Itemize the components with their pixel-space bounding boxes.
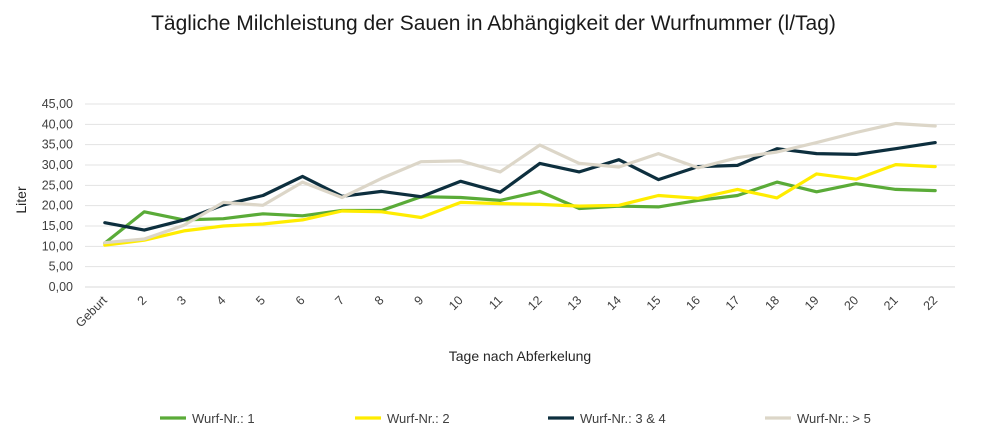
y-tick-label: 35,00 [42,138,73,152]
series-line-4 [103,121,937,245]
x-tick-label: 18 [762,293,782,313]
y-tick-label: 45,00 [42,97,73,111]
x-tick-label: 19 [802,293,822,313]
y-tick-label: 20,00 [42,199,73,213]
x-tick-label: 12 [525,293,545,313]
x-tick-label: Geburt [73,293,110,330]
legend-item: Wurf-Nr.: 2 [355,411,450,426]
y-tick-label: 10,00 [42,239,73,253]
legend-item: Wurf-Nr.: > 5 [765,411,871,426]
x-tick-label: 2 [135,293,150,308]
x-tick-label: 22 [921,293,941,313]
y-tick-label: 25,00 [42,178,73,192]
legend-item: Wurf-Nr.: 3 & 4 [548,411,666,426]
x-tick-label: 11 [486,293,505,312]
x-tick-label: 5 [253,293,268,308]
y-axis-title: Liter [13,186,29,214]
series-line-1 [103,180,937,245]
y-tick-label: 5,00 [49,260,73,274]
x-tick-label: 17 [723,293,743,313]
x-tick-labels: Geburt 2 3 4 5 6 7 8 9 10 11 12 13 14 15 16 17 18 19 20 21 22 [73,293,940,330]
x-tick-label: 8 [372,293,387,308]
y-tick-label: 15,00 [42,219,73,233]
x-tick-label: 3 [174,293,189,308]
x-tick-label: 13 [565,293,585,313]
legend-label: Wurf-Nr.: > 5 [797,411,871,426]
series-line-3 [103,141,937,232]
legend-item: Wurf-Nr.: 1 [160,411,255,426]
x-tick-label: 4 [214,293,229,308]
x-tick-label: 6 [293,293,308,308]
legend-label: Wurf-Nr.: 3 & 4 [580,411,666,426]
series-line-2 [103,163,937,247]
gridlines [85,103,955,288]
x-tick-label: 16 [683,293,703,313]
x-tick-label: 7 [332,293,347,308]
x-tick-label: 20 [842,293,862,313]
y-tick-label: 40,00 [42,117,73,131]
x-tick-label: 9 [411,293,426,308]
x-axis-title: Tage nach Abferkelung [449,348,591,364]
legend-label: Wurf-Nr.: 1 [192,411,255,426]
x-tick-label: 14 [604,293,624,313]
series-lines [103,121,937,247]
x-tick-label: 15 [644,293,664,313]
y-tick-labels: 0,00 5,00 10,00 15,00 20,00 25,00 30,00 35,00 40… [42,97,73,294]
x-tick-label: 21 [881,293,901,313]
y-tick-label: 0,00 [49,280,73,294]
legend-label: Wurf-Nr.: 2 [387,411,450,426]
chart-title: Tägliche Milchleistung der Sauen in Abhä… [151,12,836,35]
legend: Wurf-Nr.: 1 Wurf-Nr.: 2 Wurf-Nr.: 3 & 4 Wur… [160,411,871,426]
y-tick-label: 30,00 [42,158,73,172]
x-tick-label: 10 [446,293,466,313]
